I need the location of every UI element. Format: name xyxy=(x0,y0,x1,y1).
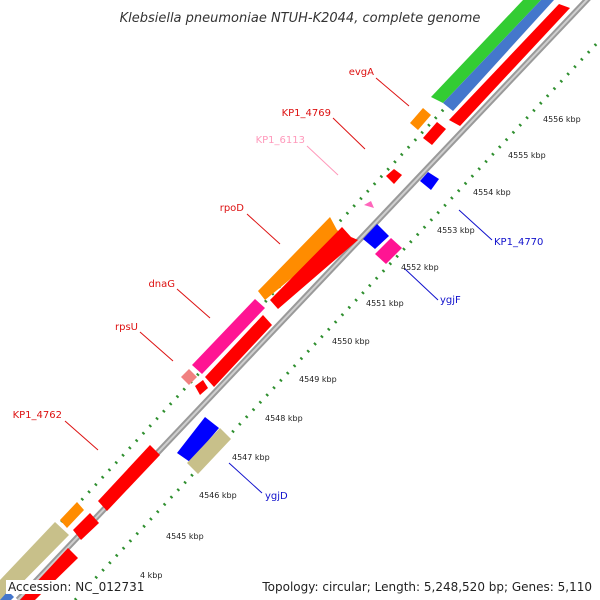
gene-pink-rpsu xyxy=(181,369,197,385)
tick-4554: 4554 kbp xyxy=(473,188,511,197)
leader-rpod xyxy=(246,213,281,245)
cds-red-lower xyxy=(73,513,99,540)
label-ygjf: ygjF xyxy=(440,295,461,306)
cds-red-evga xyxy=(423,122,446,145)
gene-blue-lower xyxy=(177,417,219,462)
tick-4548: 4548 kbp xyxy=(265,414,303,423)
gene-red-rpsu xyxy=(195,380,208,395)
cds-red-dnag xyxy=(205,315,272,387)
leader-ygjd xyxy=(228,462,263,494)
label-dnag: dnaG xyxy=(148,279,175,290)
tick-4551: 4551 kbp xyxy=(366,299,404,308)
leader-rpsu xyxy=(139,331,174,362)
accession-text: Accession: NC_012731 xyxy=(6,580,147,594)
leader-kp1-4769 xyxy=(332,117,366,150)
tick-4549: 4549 kbp xyxy=(299,375,337,384)
tick-4552: 4552 kbp xyxy=(401,263,439,272)
gene-blue-kp1-4770 xyxy=(420,172,439,190)
leader-kp1-4762 xyxy=(64,420,99,451)
label-rpod: rpoD xyxy=(220,203,245,214)
gene-red-kp1-4769 xyxy=(386,169,402,184)
gene-orange-lower xyxy=(60,502,84,528)
tick-4545: 4545 kbp xyxy=(166,532,204,541)
ring-green-segment xyxy=(431,0,541,103)
tick-4555: 4555 kbp xyxy=(508,151,546,160)
gene-magenta-dnag xyxy=(192,299,265,374)
gene-red-kp1-4762 xyxy=(98,445,160,511)
cds-red-rpod xyxy=(270,227,358,309)
ring-blue-bottom xyxy=(0,591,14,600)
gene-magenta-ygjf xyxy=(375,238,402,264)
label-kp1-4770: KP1_4770 xyxy=(494,237,543,248)
ring-blue-segment xyxy=(443,0,554,111)
leader-ygjf xyxy=(404,268,439,301)
leader-kp1-4770 xyxy=(458,209,493,241)
outer-dotted-ring xyxy=(0,0,547,590)
label-kp1-4762: KP1_4762 xyxy=(13,410,62,421)
gene-magenta-misc xyxy=(364,201,374,208)
tick-4547: 4547 kbp xyxy=(232,453,270,462)
tick-4550: 4550 kbp xyxy=(332,337,370,346)
label-kp1-4769: KP1_4769 xyxy=(282,108,331,119)
label-kp1-6113: KP1_6113 xyxy=(256,135,305,146)
gene-orange-rpod xyxy=(258,217,344,300)
leader-dnag xyxy=(176,288,211,319)
leader-kp1-6113 xyxy=(306,145,339,176)
label-ygjd: ygjD xyxy=(265,491,288,502)
gene-blue-upper xyxy=(363,224,389,249)
topology-summary: Topology: circular; Length: 5,248,520 bp… xyxy=(260,580,594,594)
label-evga: evgA xyxy=(349,67,374,78)
gene-khaki-ygjd xyxy=(187,428,231,474)
leader-evga xyxy=(375,77,410,107)
inner-dotted-ring xyxy=(73,38,600,600)
tick-4556: 4556 kbp xyxy=(543,115,581,124)
tick-4546: 4546 kbp xyxy=(199,491,237,500)
tick-4553: 4553 kbp xyxy=(437,226,475,235)
tick-4544: 4 kbp xyxy=(140,571,162,580)
map-title: Klebsiella pneumoniae NTUH-K2044, comple… xyxy=(120,11,481,26)
backbone-line xyxy=(15,0,591,600)
label-rpsu: rpsU xyxy=(115,322,138,333)
gene-orange-evga xyxy=(410,108,431,130)
cds-red-segment-top xyxy=(449,4,570,126)
